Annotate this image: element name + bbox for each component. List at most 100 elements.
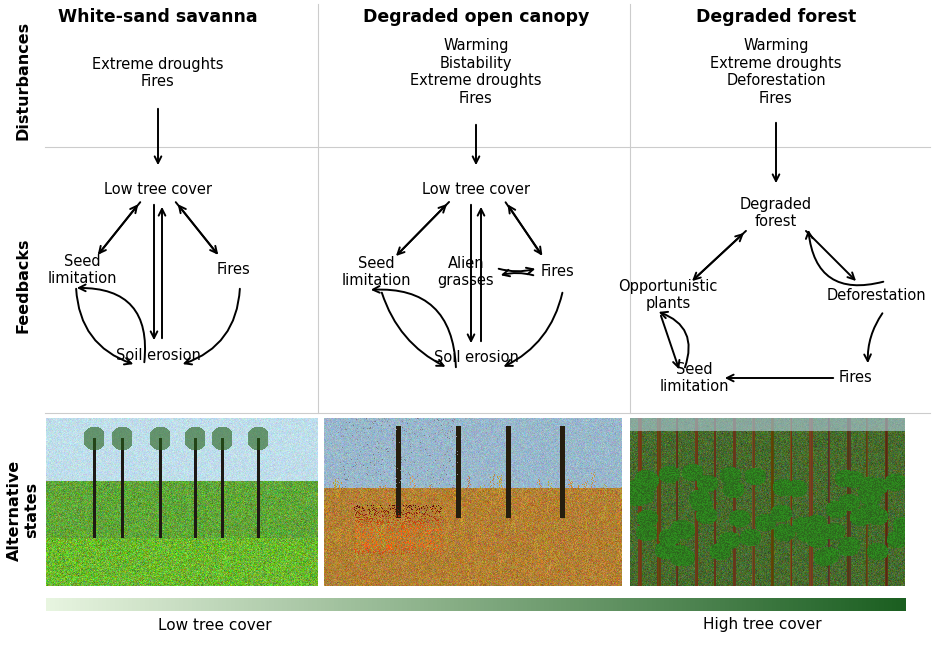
Bar xyxy=(300,598,305,611)
Bar xyxy=(415,598,420,611)
Bar xyxy=(141,598,146,611)
Bar xyxy=(411,598,416,611)
Bar xyxy=(167,598,171,611)
Bar xyxy=(664,598,669,611)
Bar xyxy=(372,598,377,611)
Bar xyxy=(432,598,438,611)
Text: Soil erosion: Soil erosion xyxy=(115,348,201,363)
Bar xyxy=(360,598,365,611)
Bar xyxy=(733,598,738,611)
Bar xyxy=(63,598,69,611)
Bar xyxy=(420,598,425,611)
Bar xyxy=(407,598,411,611)
Text: Low tree cover: Low tree cover xyxy=(422,183,530,198)
Bar xyxy=(290,598,296,611)
Bar xyxy=(381,598,386,611)
Bar xyxy=(729,598,734,611)
Bar xyxy=(119,598,124,611)
Bar xyxy=(441,598,446,611)
Bar xyxy=(506,598,510,611)
Bar xyxy=(651,598,657,611)
Bar xyxy=(738,598,743,611)
Bar xyxy=(321,598,326,611)
Bar xyxy=(565,598,570,611)
Bar xyxy=(536,598,541,611)
Bar xyxy=(608,598,613,611)
Bar xyxy=(746,598,751,611)
Text: Seed
limitation: Seed limitation xyxy=(341,256,410,288)
Bar xyxy=(403,598,407,611)
Text: Feedbacks: Feedbacks xyxy=(15,237,30,333)
Bar xyxy=(798,598,803,611)
Bar xyxy=(510,598,515,611)
Text: Low tree cover: Low tree cover xyxy=(104,183,212,198)
Bar xyxy=(175,598,180,611)
Bar xyxy=(287,598,291,611)
Bar xyxy=(471,598,476,611)
Bar xyxy=(776,598,781,611)
Bar xyxy=(398,598,403,611)
Bar xyxy=(819,598,824,611)
Bar xyxy=(261,598,266,611)
Bar xyxy=(343,598,347,611)
Bar xyxy=(523,598,527,611)
Bar xyxy=(497,598,502,611)
Bar xyxy=(493,598,498,611)
Bar xyxy=(334,598,339,611)
Text: Extreme droughts
Fires: Extreme droughts Fires xyxy=(92,57,224,89)
Bar xyxy=(196,598,201,611)
Bar xyxy=(625,598,631,611)
Bar xyxy=(338,598,343,611)
Bar xyxy=(617,598,622,611)
Text: Warming
Bistability
Extreme droughts
Fires: Warming Bistability Extreme droughts Fir… xyxy=(410,38,542,105)
Bar xyxy=(871,598,876,611)
Bar xyxy=(707,598,712,611)
Bar xyxy=(136,598,141,611)
Bar xyxy=(248,598,253,611)
Text: Degraded forest: Degraded forest xyxy=(696,8,856,26)
Bar xyxy=(59,598,64,611)
Bar xyxy=(68,598,72,611)
Bar xyxy=(389,598,394,611)
Bar xyxy=(170,598,175,611)
Bar xyxy=(205,598,209,611)
Bar xyxy=(76,598,81,611)
Bar xyxy=(630,598,635,611)
Bar xyxy=(97,598,103,611)
Bar xyxy=(480,598,485,611)
Bar xyxy=(317,598,322,611)
Bar xyxy=(488,598,493,611)
Text: Fires: Fires xyxy=(839,370,873,385)
Bar xyxy=(579,598,584,611)
Bar xyxy=(351,598,356,611)
Bar xyxy=(239,598,244,611)
Bar xyxy=(827,598,833,611)
Bar xyxy=(716,598,721,611)
Bar xyxy=(312,598,317,611)
Bar xyxy=(124,598,129,611)
Bar xyxy=(841,598,845,611)
Bar xyxy=(724,598,729,611)
Bar xyxy=(50,598,55,611)
Bar xyxy=(527,598,532,611)
Bar xyxy=(377,598,382,611)
Bar xyxy=(690,598,695,611)
Bar xyxy=(849,598,854,611)
Bar xyxy=(704,598,708,611)
Bar xyxy=(793,598,798,611)
Bar xyxy=(162,598,167,611)
Bar xyxy=(184,598,188,611)
Bar xyxy=(866,598,871,611)
Bar xyxy=(265,598,270,611)
Text: Disturbances: Disturbances xyxy=(15,20,30,140)
Bar xyxy=(759,598,764,611)
Bar xyxy=(153,598,158,611)
Bar xyxy=(89,598,94,611)
Bar xyxy=(591,598,596,611)
Bar xyxy=(810,598,816,611)
Bar xyxy=(832,598,837,611)
Bar xyxy=(660,598,665,611)
Bar xyxy=(673,598,678,611)
Bar xyxy=(149,598,154,611)
Bar xyxy=(764,598,768,611)
